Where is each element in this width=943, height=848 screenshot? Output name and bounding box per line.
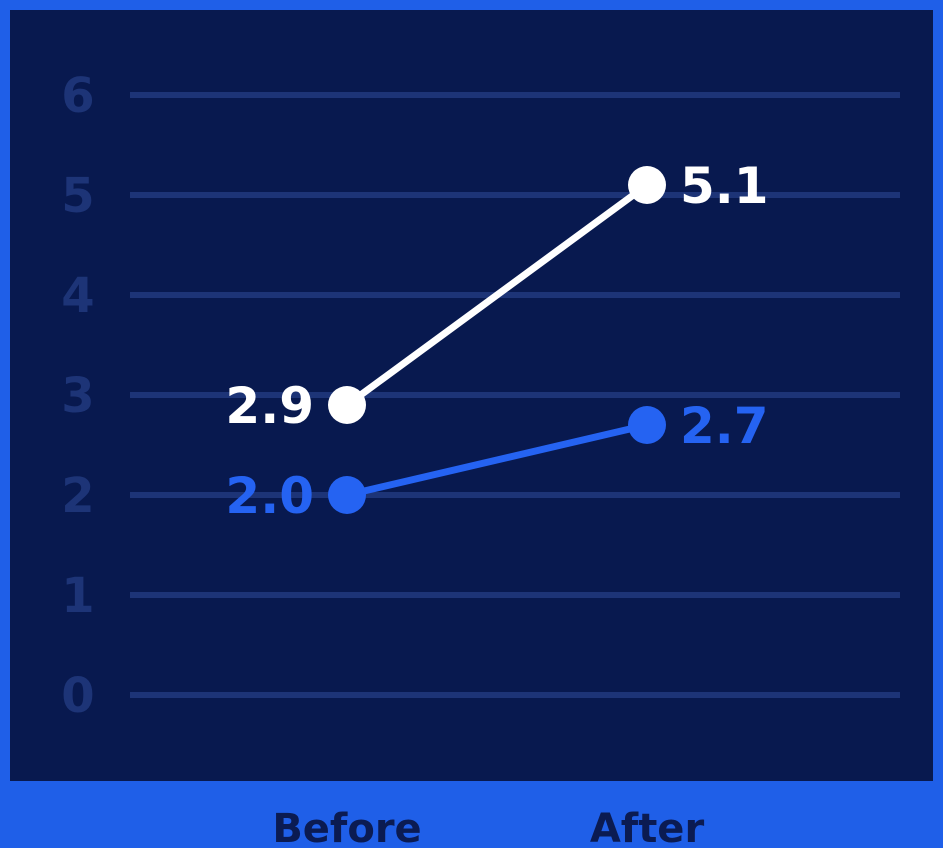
x-tick-label-after: After bbox=[590, 806, 705, 848]
series-0-point-after bbox=[628, 166, 666, 204]
series-0-line bbox=[343, 181, 651, 409]
y-tick-label-2: 2 bbox=[61, 468, 94, 524]
y-tick-label-6: 6 bbox=[61, 68, 94, 124]
y-tick-label-3: 3 bbox=[61, 368, 94, 424]
y-tick-label-0: 0 bbox=[61, 668, 94, 724]
series-1-data-label-after: 2.7 bbox=[680, 397, 769, 455]
series-0-data-label-before: 2.9 bbox=[225, 377, 314, 435]
series-1-point-after bbox=[628, 406, 666, 444]
x-tick-label-before: Before bbox=[272, 806, 421, 848]
series-1-point-before bbox=[328, 476, 366, 514]
y-tick-label-4: 4 bbox=[61, 268, 94, 324]
series-0-point-before bbox=[328, 386, 366, 424]
y-tick-label-5: 5 bbox=[61, 168, 94, 224]
y-tick-label-1: 1 bbox=[61, 568, 94, 624]
series-1-line bbox=[343, 421, 651, 499]
series-0-data-label-after: 5.1 bbox=[680, 157, 769, 215]
series-1-data-label-before: 2.0 bbox=[225, 467, 314, 525]
